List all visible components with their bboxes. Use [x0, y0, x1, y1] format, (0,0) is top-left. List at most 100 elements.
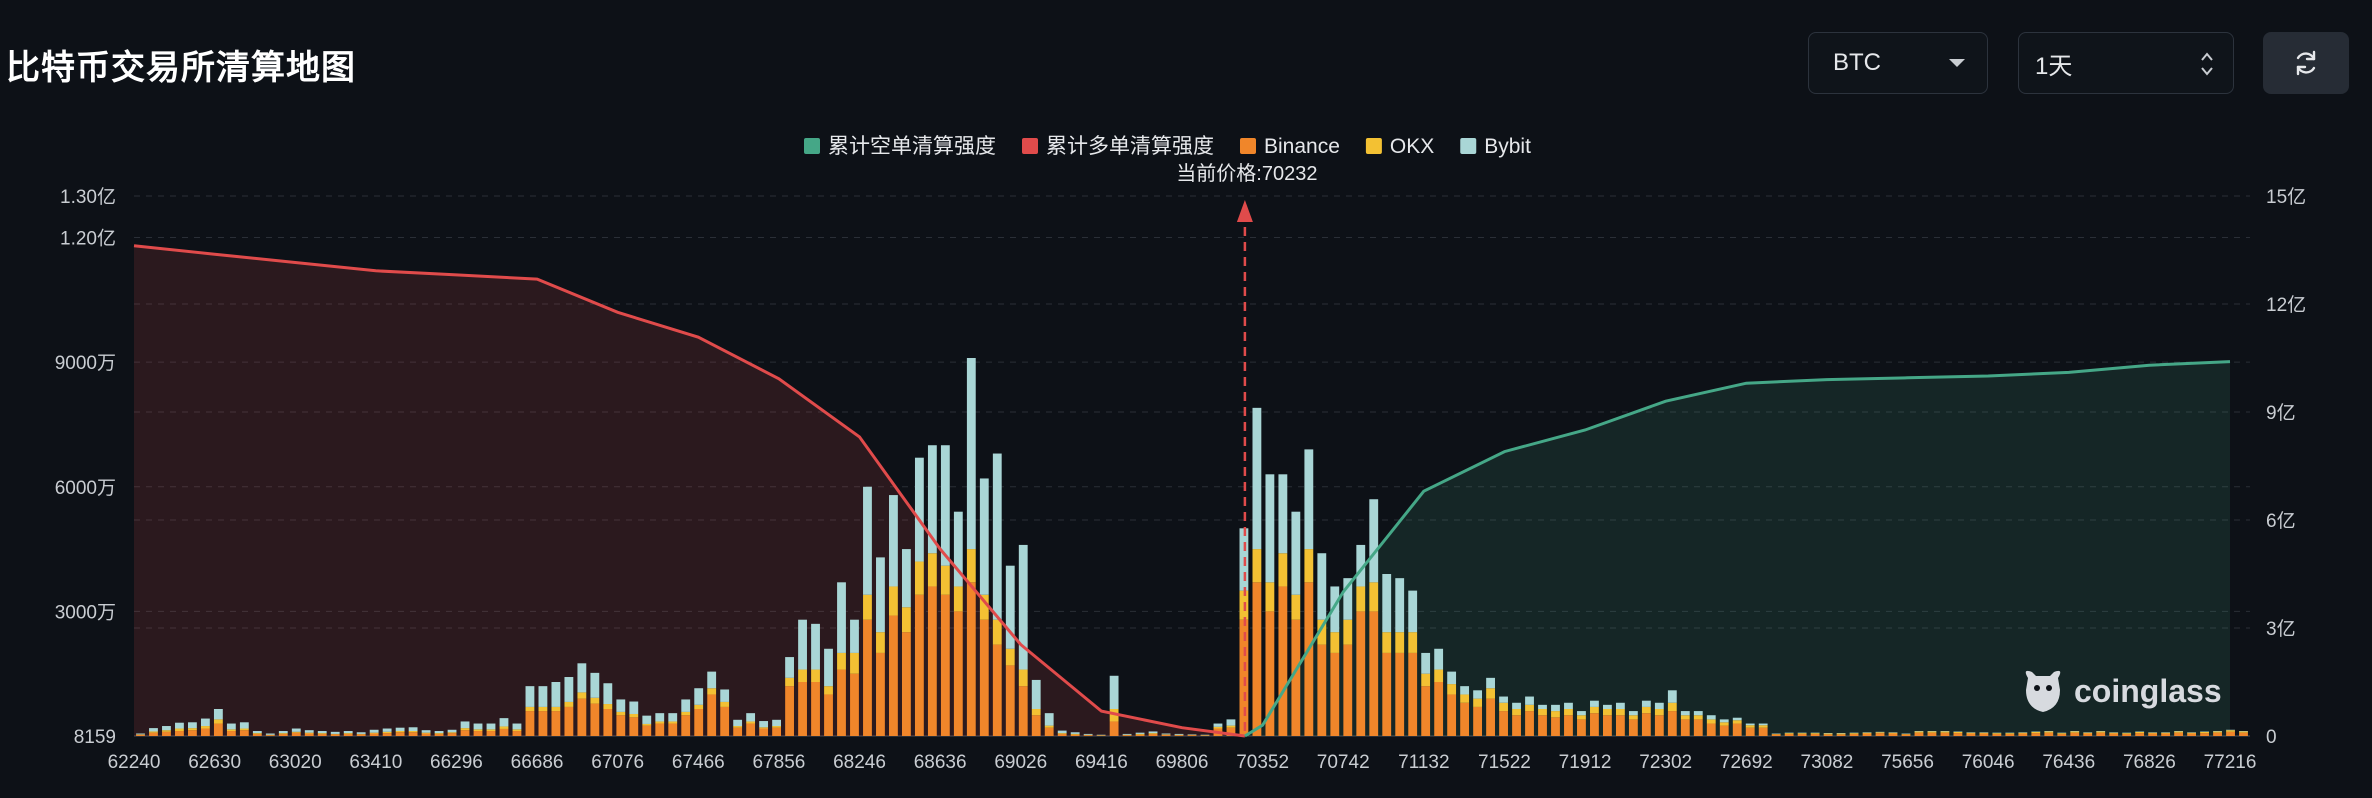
bar-okx: [1421, 673, 1431, 687]
bar-binance: [953, 611, 963, 736]
bar-bybit: [1602, 704, 1612, 709]
legend-swatch: [1365, 138, 1382, 154]
updown-icon: [2201, 52, 2213, 76]
bar-bybit: [1226, 719, 1236, 726]
bar-bybit: [1486, 677, 1495, 689]
bar-bybit: [616, 699, 626, 712]
bar-okx: [1525, 704, 1534, 712]
bar-binance: [1706, 723, 1716, 736]
bar-bybit: [1356, 544, 1366, 587]
x-axis-label: 71522: [1478, 752, 1531, 773]
bar-okx: [1628, 715, 1638, 720]
bar-bybit: [460, 721, 470, 729]
bar-okx: [434, 733, 444, 734]
bar-okx: [278, 733, 288, 734]
bar-binance: [1278, 586, 1288, 736]
bar-binance: [1966, 733, 1976, 736]
bar-okx: [1667, 702, 1677, 712]
bar-okx: [447, 732, 457, 734]
bar-binance: [1486, 698, 1495, 736]
bar-bybit: [1499, 696, 1508, 703]
bar-bybit: [1382, 574, 1392, 633]
bar-bybit: [1070, 732, 1080, 734]
bar-okx: [1343, 619, 1353, 645]
bar-okx: [1148, 733, 1158, 734]
bar-bybit: [447, 729, 457, 733]
x-axis-label: 68636: [914, 752, 967, 773]
bar-binance: [707, 694, 717, 736]
legend-label: OKX: [1390, 135, 1434, 158]
bar-binance: [1265, 611, 1275, 736]
bar-okx: [162, 730, 171, 732]
symbol-select[interactable]: BTC: [1808, 32, 1988, 94]
bar-binance: [2239, 732, 2248, 736]
bar-binance: [668, 723, 678, 736]
bar-binance: [512, 731, 522, 736]
bar-bybit: [330, 731, 340, 734]
refresh-icon: [2296, 50, 2316, 76]
bar-okx: [681, 711, 691, 716]
bar-okx: [525, 706, 535, 712]
bar-okx: [1057, 733, 1067, 734]
bar-okx: [1265, 582, 1275, 612]
bar-binance: [1862, 733, 1872, 736]
bar-bybit: [538, 686, 548, 707]
bar-binance: [1083, 735, 1093, 736]
bar-binance: [1161, 734, 1171, 736]
bar-bybit: [188, 722, 197, 729]
bar-bybit: [927, 445, 937, 554]
bar-okx: [382, 731, 392, 734]
x-axis-label: 72302: [1639, 752, 1692, 773]
bar-binance: [1460, 702, 1470, 736]
right-axis-label: 12亿: [2266, 294, 2306, 316]
bar-binance: [460, 730, 470, 736]
bar-bybit: [1447, 671, 1457, 685]
bar-binance: [252, 733, 262, 736]
bar-binance: [590, 703, 600, 736]
bar-binance: [1888, 733, 1898, 736]
bar-binance: [1330, 652, 1340, 736]
x-axis-label: 73082: [1801, 752, 1854, 773]
bar-okx: [746, 721, 756, 724]
bar-okx: [1005, 648, 1015, 666]
bar-bybit: [590, 672, 600, 698]
refresh-button[interactable]: [2263, 32, 2349, 94]
bar-binance: [850, 673, 859, 736]
current-price-label: 当前价格:70232: [1176, 162, 1317, 185]
bar-bybit: [1109, 675, 1119, 709]
bar-okx: [1693, 715, 1703, 720]
bar-bybit: [1317, 553, 1327, 620]
time-range-select[interactable]: 1天: [2018, 32, 2234, 94]
x-axis-label: 71912: [1559, 752, 1612, 773]
bar-bybit: [798, 619, 807, 670]
bar-okx: [1797, 733, 1807, 734]
bar-okx: [992, 619, 1002, 645]
bar-bybit: [226, 723, 236, 730]
current-price-arrow: [1236, 200, 1253, 222]
bar-okx: [1992, 733, 2002, 734]
bar-okx: [1914, 731, 1924, 733]
bar-binance: [1018, 686, 1028, 736]
x-axis-label: 75656: [1881, 752, 1934, 773]
bar-bybit: [175, 722, 184, 729]
bar-binance: [1226, 727, 1236, 736]
bar-okx: [2213, 731, 2222, 733]
bar-binance: [564, 706, 574, 736]
bar-binance: [408, 732, 418, 736]
bar-binance: [1823, 734, 1833, 736]
bar-binance: [1343, 644, 1353, 736]
bar-okx: [1252, 549, 1262, 583]
bar-binance: [162, 731, 171, 736]
bar-binance: [1434, 682, 1444, 736]
bar-binance: [2005, 733, 2015, 736]
bar-binance: [499, 728, 509, 736]
bar-bybit: [1122, 733, 1132, 735]
bar-binance: [200, 728, 210, 736]
bar-bybit: [1343, 578, 1353, 620]
right-axis-label: 6亿: [2266, 510, 2296, 532]
bar-binance: [265, 735, 275, 736]
bar-binance: [1927, 732, 1937, 736]
bar-bybit: [889, 495, 898, 587]
bar-okx: [850, 652, 859, 674]
bar-okx: [876, 632, 885, 653]
